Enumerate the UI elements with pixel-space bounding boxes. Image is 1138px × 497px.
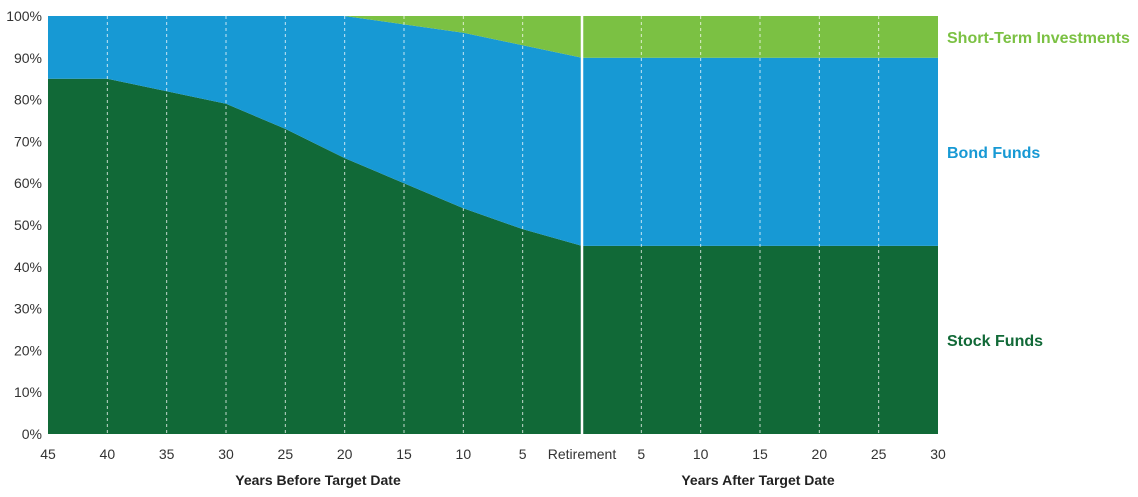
x-tick-label: 25 (278, 446, 294, 462)
x-tick-label: 10 (693, 446, 709, 462)
x-tick-label: 20 (337, 446, 353, 462)
x-tick-label: 30 (218, 446, 234, 462)
x-tick-label: 30 (930, 446, 946, 462)
x-tick-label: 5 (637, 446, 645, 462)
y-tick-label: 90% (14, 50, 42, 66)
y-tick-label: 40% (14, 259, 42, 275)
y-axis-tick-labels: 0% 10% 20% 30% 40% 50% 60% 70% 80% 90% 100% (6, 8, 42, 442)
y-tick-label: 50% (14, 217, 42, 233)
x-tick-label: 35 (159, 446, 175, 462)
y-tick-label: 10% (14, 384, 42, 400)
area-bond-funds (48, 16, 938, 246)
legend-stock-funds: Stock Funds (947, 333, 1043, 350)
x-tick-label: 15 (396, 446, 412, 462)
y-tick-label: 30% (14, 301, 42, 317)
legend-short-term-investments: Short-Term Investments (947, 30, 1130, 47)
y-tick-label: 80% (14, 92, 42, 108)
x-tick-label: 10 (456, 446, 472, 462)
y-tick-label: 60% (14, 175, 42, 191)
x-tick-label: 5 (519, 446, 527, 462)
y-tick-label: 0% (22, 426, 42, 442)
x-axis-tick-labels: 45 40 35 30 25 20 15 10 5 Retirement 5 10 15 20 25 30 (40, 446, 946, 462)
stacked-areas (48, 16, 938, 434)
x-axis-title-after: Years After Target Date (681, 472, 834, 488)
x-tick-label: 45 (40, 446, 56, 462)
y-tick-label: 100% (6, 8, 42, 24)
vertical-gridlines (106, 16, 880, 434)
x-tick-label: Retirement (548, 446, 617, 462)
y-tick-label: 20% (14, 342, 42, 358)
area-short-term-investments (48, 16, 938, 58)
legend-bond-funds: Bond Funds (947, 145, 1040, 162)
x-tick-label: 15 (752, 446, 768, 462)
x-tick-label: 40 (100, 446, 116, 462)
x-tick-label: 20 (812, 446, 828, 462)
x-axis-title-before: Years Before Target Date (235, 472, 401, 488)
series-legend: Short-Term Investments Bond Funds Stock … (947, 30, 1130, 350)
y-tick-label: 70% (14, 133, 42, 149)
x-tick-label: 25 (871, 446, 887, 462)
area-stock-funds (48, 78, 938, 434)
